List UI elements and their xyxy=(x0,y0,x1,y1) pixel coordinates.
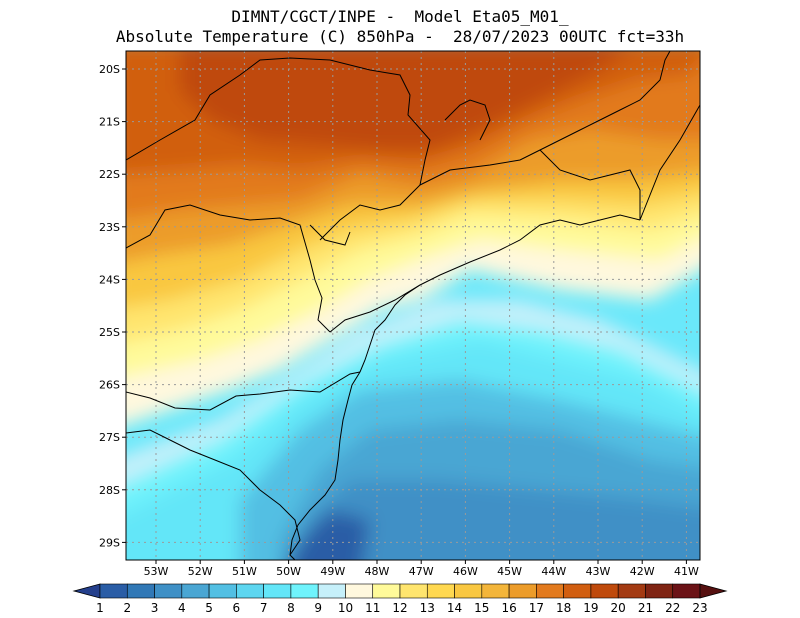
colorbar-swatch xyxy=(345,583,374,599)
colorbar-label: 2 xyxy=(123,601,131,615)
colorbar-swatch xyxy=(536,583,564,599)
band-20 xyxy=(180,51,626,150)
temperature-field xyxy=(126,51,700,560)
colorbar-swatch xyxy=(372,583,401,599)
lon-label: 51W xyxy=(232,565,257,578)
lat-label: 29S xyxy=(99,536,120,549)
colorbar-label: 4 xyxy=(178,601,186,615)
colorbar-arrow-high xyxy=(699,583,728,599)
state-border-es xyxy=(639,104,700,221)
lat-label: 27S xyxy=(99,431,120,444)
colorbar-swatch xyxy=(99,583,128,599)
lon-label: 47W xyxy=(409,565,434,578)
boundaries xyxy=(126,51,700,560)
state-border-mg-north xyxy=(419,51,671,186)
colorbar-label: 5 xyxy=(205,601,213,615)
lat-label: 24S xyxy=(99,273,120,286)
lat-lon-gridlines xyxy=(126,51,700,560)
band-2 xyxy=(290,510,370,560)
colorbar-label: 14 xyxy=(447,601,462,615)
colorbar-swatch xyxy=(645,583,674,599)
colorbar-label: 15 xyxy=(474,601,489,615)
colorbar-label: 22 xyxy=(665,601,680,615)
colorbar-label: 6 xyxy=(233,601,241,615)
colorbar-swatch xyxy=(481,583,510,599)
colorbar-swatch xyxy=(617,583,646,599)
state-border-ms-pr xyxy=(126,204,331,333)
river-parana xyxy=(309,224,351,246)
map-frame xyxy=(125,50,701,561)
lon-label: 45W xyxy=(497,565,522,578)
lon-label: 43W xyxy=(586,565,611,578)
colorbar-label: 17 xyxy=(529,601,544,615)
lon-label: 48W xyxy=(365,565,390,578)
colorbar-label: 19 xyxy=(583,601,598,615)
colorbar-label: 12 xyxy=(392,601,407,615)
colorbar-label: 7 xyxy=(260,601,268,615)
chart-title-line1: DIMNT/CGCT/INPE - Model Eta05_M01_ xyxy=(231,7,569,26)
colorbar-swatch xyxy=(154,583,183,599)
colorbar-label: 18 xyxy=(556,601,571,615)
lon-label: 42W xyxy=(630,565,655,578)
lon-label: 46W xyxy=(453,565,478,578)
lat-label: 20S xyxy=(99,63,120,76)
coastline-south xyxy=(289,371,361,556)
colorbar-swatch xyxy=(426,583,455,599)
state-border-sp-mg xyxy=(126,57,431,241)
state-border-pr-sc xyxy=(126,371,361,411)
colorbar-arrow-low xyxy=(72,583,101,599)
colorbar-swatch xyxy=(399,583,428,599)
colorbar-label: 23 xyxy=(692,601,707,615)
lat-label: 26S xyxy=(99,379,120,392)
colorbar-label: 20 xyxy=(611,601,626,615)
chart-title-line2: Absolute Temperature (C) 850hPa - 28/07/… xyxy=(115,27,685,46)
latitude-labels: 20S 21S 22S 23S 24S 25S 26S 27S 28S 29S xyxy=(99,63,126,549)
colorbar-swatch xyxy=(290,583,319,599)
colorbar-label: 16 xyxy=(501,601,516,615)
lat-label: 22S xyxy=(99,168,120,181)
colorbar-label: 1 xyxy=(96,601,104,615)
state-border-mg-rj xyxy=(539,149,641,220)
colorbar-swatch xyxy=(454,583,483,599)
colorbar-label: 11 xyxy=(365,601,380,615)
colorbar-label: 3 xyxy=(151,601,159,615)
lon-label: 52W xyxy=(188,565,213,578)
longitude-labels: 53W 52W 51W 50W 49W 48W 47W 46W 45W 44W 43W 42W 41W xyxy=(144,560,699,578)
lat-label: 25S xyxy=(99,326,120,339)
colorbar-label: 13 xyxy=(420,601,435,615)
colorbar-label: 10 xyxy=(338,601,353,615)
lon-label: 53W xyxy=(144,565,169,578)
colorbar-swatch xyxy=(317,583,346,599)
colorbar-label: 21 xyxy=(638,601,653,615)
colorbar-swatch xyxy=(126,583,155,599)
lat-label: 21S xyxy=(99,116,120,129)
colorbar-swatch xyxy=(263,583,292,599)
colorbar-swatch xyxy=(181,583,210,599)
coastline-paranagua xyxy=(359,284,421,373)
lat-label: 23S xyxy=(99,221,120,234)
river-furnas xyxy=(444,99,491,141)
colorbar-swatch xyxy=(236,583,264,599)
colorbar-swatch xyxy=(590,583,619,599)
colorbar-swatch xyxy=(672,583,701,599)
state-border-sc-rs xyxy=(126,429,301,560)
colorbar-swatch xyxy=(208,583,237,599)
lon-label: 44W xyxy=(541,565,566,578)
colorbar-label: 9 xyxy=(314,601,322,615)
coastline-north xyxy=(329,214,641,333)
lon-label: 50W xyxy=(276,565,301,578)
lon-label: 49W xyxy=(320,565,345,578)
colorbar-swatch xyxy=(563,583,592,599)
lat-label: 28S xyxy=(99,484,120,497)
colorbar-label: 8 xyxy=(287,601,295,615)
band-4 xyxy=(290,480,700,560)
colorbar: 1 2 3 4 5 6 7 8 9 10 11 12 13 14 15 16 17 18 19 20 21 22 23 xyxy=(72,583,728,615)
lon-label: 41W xyxy=(674,565,699,578)
colorbar-swatch xyxy=(508,583,537,599)
